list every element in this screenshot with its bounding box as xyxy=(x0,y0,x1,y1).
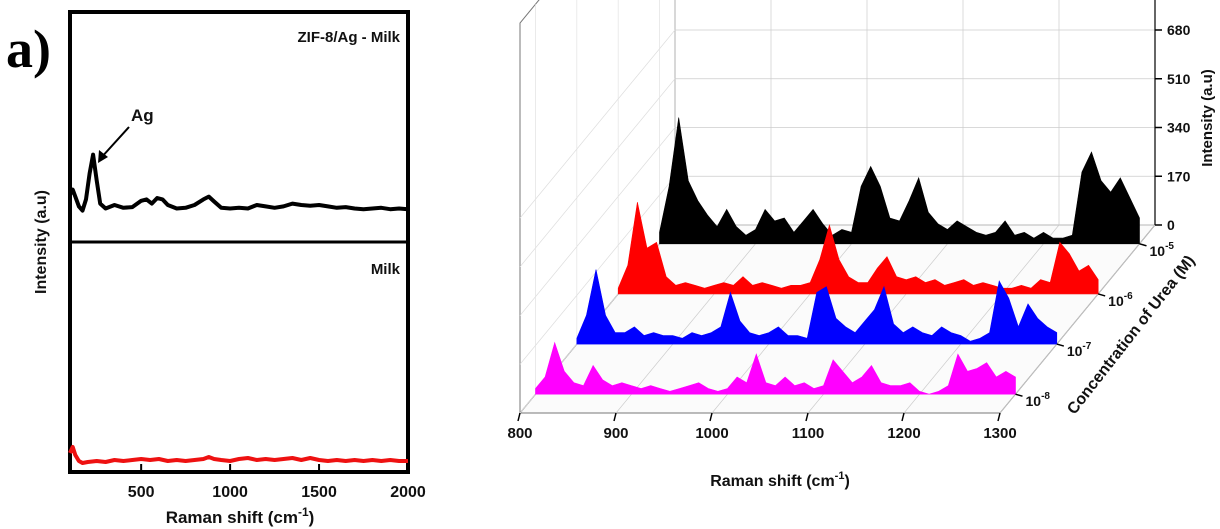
panel-a-letter: a) xyxy=(6,19,51,79)
milk-label: Milk xyxy=(371,261,401,278)
panel-b-x-tick-label: 1200 xyxy=(887,425,920,442)
panel-b-x-tick xyxy=(901,412,905,422)
panel-b-x-tick-label: 1100 xyxy=(792,425,825,442)
panel-b-concentration-ticks: 10-8 10-7 10-6 10-5 xyxy=(1015,241,1175,409)
panel-b-spectra xyxy=(535,117,1140,395)
panel-a: a) 500 1000 1500 2000 ZIF-8/Ag - Milk Milk … xyxy=(6,10,426,527)
panel-a-x-tick-label: 1000 xyxy=(212,484,248,501)
panel-b-x-tick xyxy=(709,412,713,422)
milk-spectrum-line xyxy=(68,445,408,465)
ag-arrow xyxy=(99,126,130,160)
panel-a-x-axis-title: Raman shift (cm-1) xyxy=(166,505,315,527)
panel-b-concentration-tick-label: 10-6 xyxy=(1108,291,1133,309)
panel-b-intensity-tick-label: 510 xyxy=(1167,71,1191,87)
panel-b-x-tick xyxy=(997,412,1001,422)
panel-b-concentration-tick-label: 10-8 xyxy=(1026,391,1051,409)
concentration-spectrum-area xyxy=(659,117,1140,245)
panel-b-y-axis-title: Intensity (a.u) xyxy=(1199,69,1216,167)
panel-a-x-tick-label: 500 xyxy=(128,484,155,501)
ag-milk-label: ZIF-8/Ag - Milk xyxy=(298,29,401,46)
ag-arrow-head xyxy=(98,150,108,163)
panel-a-x-axis-title-sup: -1 xyxy=(298,505,309,519)
panel-b-intensity-tick-label: 0 xyxy=(1167,217,1175,233)
panel-b-x-tick-label: 1000 xyxy=(695,425,728,442)
panel-b-x-tick xyxy=(517,412,521,422)
panel-b-intensity-tick-label: 340 xyxy=(1167,120,1191,136)
panel-b-x-tick-label: 800 xyxy=(507,425,532,442)
panel-b-x-axis-title-main: Raman shift (cm xyxy=(710,473,834,490)
panel-a-x-axis-title-main: Raman shift (cm xyxy=(166,508,298,527)
panel-b-axes-box xyxy=(518,0,1157,415)
panel-b-x-tick-label: 900 xyxy=(603,425,628,442)
panel-b-x-axis-title: Raman shift (cm-1) xyxy=(710,470,850,490)
panel-b-concentration-tick xyxy=(1139,243,1147,247)
panel-b-x-tick-label: 1300 xyxy=(983,425,1016,442)
panel-a-x-axis-title-end: ) xyxy=(309,508,315,527)
panel-b-concentration-tick-label: 10-7 xyxy=(1067,341,1092,359)
panel-b-intensity-tick-label: 170 xyxy=(1167,168,1191,184)
concentration-spectrum-area xyxy=(617,202,1099,295)
panel-b-intensity-tick-label: 680 xyxy=(1167,22,1191,38)
panel-b-x-axis-title-end: ) xyxy=(844,473,849,490)
panel-b-x-ticks: 800 900 1000 1100 1200 1300 xyxy=(507,412,1017,442)
panel-a-x-tick-label: 2000 xyxy=(390,484,426,501)
panel-a-y-axis-title: Intensity (a.u) xyxy=(33,190,50,294)
concentration-spectrum-area xyxy=(576,269,1058,345)
panel-b-x-axis-title-sup: -1 xyxy=(835,470,845,482)
panel-b-grid-line xyxy=(519,176,676,365)
panel-b-x-tick xyxy=(805,412,809,422)
panel-b-grid-line xyxy=(999,224,1156,414)
panel-b-grid-line xyxy=(615,224,772,414)
panel-b-grid-line xyxy=(519,127,676,316)
panel-b-grid-line xyxy=(519,78,676,267)
panel-b-intensity-ticks: 0 170 340 510 680 xyxy=(1154,0,1191,233)
concentration-spectrum-area xyxy=(535,341,1016,395)
panel-b-x-tick xyxy=(613,412,617,422)
ag-milk-spectrum-line xyxy=(68,152,409,213)
panel-b-grid-line xyxy=(519,29,676,219)
panel-b-concentration-tick xyxy=(1097,293,1106,297)
panel-a-x-tick-label: 1500 xyxy=(301,484,337,501)
ag-peak-annotation: Ag xyxy=(131,106,154,125)
panel-b-grid-line xyxy=(903,224,1060,414)
panel-b-concentration-tick xyxy=(1056,343,1065,347)
panel-b-concentration-tick xyxy=(1015,393,1023,397)
panel-a-x-ticks: 500 1000 1500 2000 xyxy=(128,464,426,501)
panel-b-concentration-tick-label: 10-5 xyxy=(1150,241,1175,259)
